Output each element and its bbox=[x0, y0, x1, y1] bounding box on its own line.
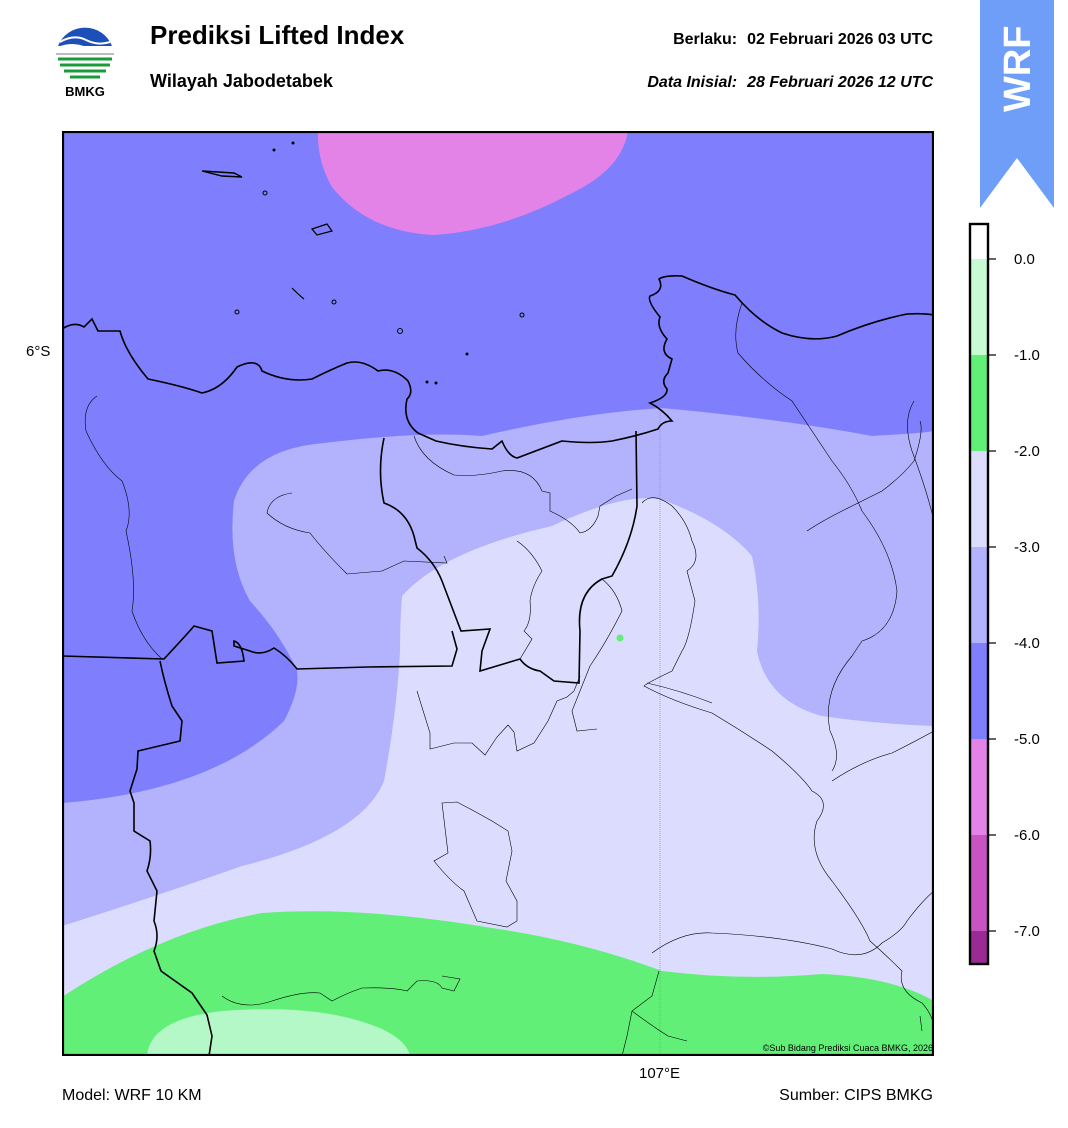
colorbar-band bbox=[970, 451, 988, 547]
colorbar-band bbox=[970, 739, 988, 835]
colorbar-tick-label: -7.0 bbox=[1014, 923, 1040, 940]
bmkg-logo-icon bbox=[54, 23, 116, 85]
colorbar-band bbox=[970, 931, 988, 964]
lon-label: 107°E bbox=[639, 1065, 681, 1082]
island bbox=[291, 287, 305, 300]
island bbox=[201, 170, 243, 178]
colorbar-tick-label: -5.0 bbox=[1014, 731, 1040, 748]
island bbox=[397, 328, 403, 334]
map-title: Prediksi Lifted Index bbox=[150, 20, 405, 50]
island bbox=[262, 190, 268, 196]
map-subtitle: Wilayah Jabodetabek bbox=[150, 71, 333, 91]
colorbar-band bbox=[970, 547, 988, 643]
init-time-label: Data Inisial: bbox=[647, 74, 738, 91]
credit-text: ©Sub Bidang Prediksi Cuaca BMKG, 2026 bbox=[762, 1043, 933, 1053]
colorbar-band bbox=[970, 643, 988, 739]
colorbar-band bbox=[970, 259, 988, 355]
coastline-west bbox=[62, 275, 934, 459]
colorbar-tick-label: 0.0 bbox=[1014, 251, 1035, 268]
colorbar-band bbox=[970, 835, 988, 931]
logo-label: BMKG bbox=[65, 84, 105, 99]
colorbar-tick-label: -4.0 bbox=[1014, 635, 1040, 652]
island bbox=[234, 309, 240, 315]
island bbox=[272, 148, 276, 152]
island bbox=[425, 380, 429, 384]
island bbox=[434, 381, 438, 385]
island bbox=[465, 352, 469, 356]
colorbar-tick-label: -1.0 bbox=[1014, 347, 1040, 364]
wrf-ribbon: WRF bbox=[980, 0, 1054, 208]
lat-label: 6°S bbox=[26, 343, 51, 360]
colorbar-band bbox=[970, 224, 988, 259]
valid-time-value: 02 Februari 2026 03 UTC bbox=[747, 31, 933, 48]
colorbar: 0.0 -1.0 -2.0 -3.0 -4.0 -5.0 -6.0 -7.0 bbox=[968, 222, 1040, 966]
band-0-minus1 bbox=[147, 1009, 410, 1056]
init-time-value: 28 Februari 2026 12 UTC bbox=[747, 74, 933, 91]
colorbar-tick-label: -2.0 bbox=[1014, 443, 1040, 460]
island bbox=[291, 141, 295, 145]
source-label: Sumber: CIPS BMKG bbox=[779, 1087, 933, 1104]
colorbar-tick-label: -6.0 bbox=[1014, 827, 1040, 844]
model-label: Model: WRF 10 KM bbox=[62, 1087, 202, 1104]
island bbox=[310, 223, 333, 236]
island bbox=[519, 312, 525, 318]
province-boundary bbox=[129, 660, 213, 1056]
island bbox=[331, 299, 337, 305]
band-minus5-minus6 bbox=[317, 131, 628, 235]
valid-time: Berlaku: 02 Februari 2026 03 UTC bbox=[673, 31, 933, 49]
province-boundary bbox=[62, 625, 458, 670]
green-dot bbox=[616, 634, 624, 642]
init-time: Data Inisial: 28 Februari 2026 12 UTC bbox=[647, 74, 933, 92]
colorbar-band bbox=[970, 355, 988, 451]
colorbar-tick-label: -3.0 bbox=[1014, 539, 1040, 556]
province-boundary bbox=[379, 430, 638, 684]
valid-time-label: Berlaku: bbox=[673, 31, 738, 48]
lifted-index-map bbox=[62, 131, 934, 1056]
ribbon-label: WRF bbox=[997, 25, 1039, 112]
